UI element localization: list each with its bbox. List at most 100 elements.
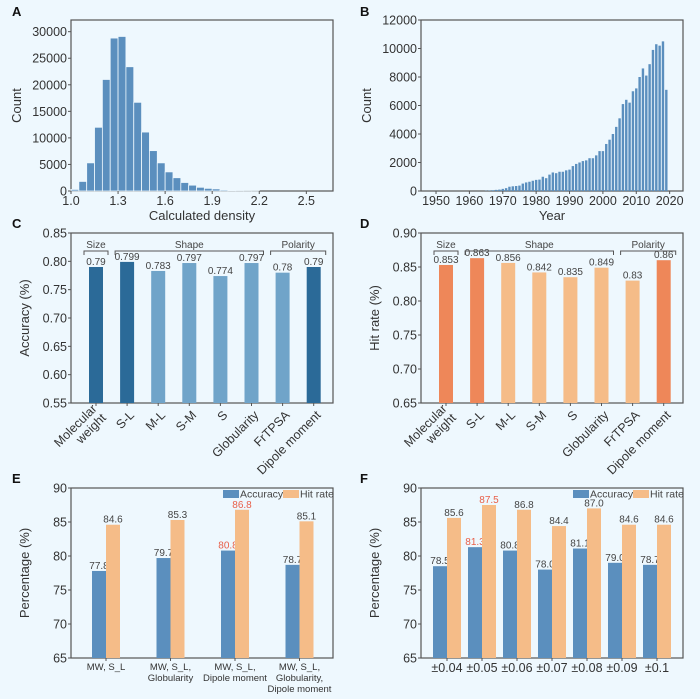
y-tick-label: 4000: [389, 128, 417, 142]
x-tick-label: 2010: [622, 194, 650, 208]
x-tick-label-line: ±0.09: [606, 661, 637, 675]
group-label: Polarity: [281, 240, 314, 251]
histogram-bar: [578, 163, 580, 192]
histogram-bar: [528, 182, 530, 191]
histogram-bar: [525, 182, 527, 191]
histogram-bar: [102, 79, 110, 191]
value-label: 0.799: [115, 252, 140, 263]
y-tick-label: 10000: [382, 42, 417, 56]
bar: [532, 272, 546, 403]
y-axis-label: Percentage (%): [367, 528, 382, 618]
y-tick-label: 0.80: [43, 255, 67, 269]
y-tick-label: 12000: [382, 14, 417, 28]
x-tick-label-line: MW, S_L: [87, 662, 126, 673]
legend-label: Accuracy: [240, 489, 284, 501]
histogram-bar: [638, 77, 640, 191]
histogram-bar: [532, 181, 534, 191]
bar-hit-rate: [300, 521, 314, 658]
histogram-bar: [585, 160, 587, 191]
histogram-bar: [189, 185, 197, 191]
x-tick-label: ±0.08: [571, 661, 602, 675]
y-tick-label: 70: [53, 618, 67, 632]
histogram-bar: [545, 178, 547, 191]
y-tick-label: 0.80: [393, 295, 417, 309]
bar: [501, 263, 515, 403]
histogram-bar: [565, 170, 567, 191]
y-tick-label: 80: [53, 550, 67, 564]
histogram-bar: [165, 172, 173, 191]
x-tick-label: 2000: [589, 194, 617, 208]
x-tick-label-line: M-L: [493, 408, 518, 433]
histogram-bar: [648, 64, 650, 191]
bar-hit-rate: [235, 510, 249, 658]
x-tick-label: M-L: [493, 408, 518, 433]
histogram-bar: [588, 158, 590, 191]
legend-label: Accuracy: [590, 489, 634, 501]
y-tick-label: 0.90: [393, 227, 417, 241]
x-axis-label: Calculated density: [149, 208, 256, 223]
y-tick-label: 0.60: [43, 368, 67, 382]
x-tick-label: MW, S_L: [87, 662, 126, 673]
bar-accuracy: [608, 563, 622, 658]
y-tick-label: 90: [53, 482, 67, 496]
histogram-bar: [220, 190, 228, 191]
histogram-bar: [632, 91, 634, 191]
histogram-bar: [181, 183, 189, 191]
bar-accuracy: [221, 551, 235, 658]
value-label: 0.797: [239, 253, 264, 264]
x-tick-label: 2020: [656, 194, 684, 208]
x-tick-label: 1960: [455, 194, 483, 208]
histogram-bar: [542, 177, 544, 191]
y-tick-label: 80: [403, 550, 417, 564]
histogram-bar: [598, 151, 600, 191]
x-tick-label: ±0.06: [501, 661, 532, 675]
value-label: 0.83: [623, 271, 643, 282]
bar-accuracy: [468, 547, 482, 658]
x-tick-label-line: Dipole moment: [203, 673, 267, 684]
legend-swatch: [573, 490, 589, 498]
x-tick-label-line: S-M: [173, 408, 199, 434]
histogram-bar: [652, 50, 654, 191]
legend-label: Hit rate: [650, 489, 684, 501]
y-tick-label: 85: [403, 516, 417, 530]
bar-hit-rate: [517, 510, 531, 658]
histogram-bar: [518, 186, 520, 191]
histogram-bar: [512, 186, 514, 191]
value-label: 0.835: [558, 267, 583, 278]
x-tick-label-line: MW, S_L,: [150, 662, 191, 673]
histogram-bar: [502, 189, 504, 191]
bar-accuracy: [573, 549, 587, 658]
histogram-bar: [592, 158, 594, 191]
value-label: 86.8: [514, 500, 534, 511]
bar: [657, 260, 671, 403]
x-tick-label: S: [565, 408, 581, 424]
histogram-bar: [126, 67, 134, 191]
bar: [120, 262, 134, 403]
value-label: 0.783: [146, 261, 171, 272]
x-tick-label-line: ±0.07: [536, 661, 567, 675]
value-label: 0.86: [654, 250, 674, 261]
histogram-bar: [495, 190, 497, 191]
panel-label: F: [360, 471, 368, 486]
value-label: 0.79: [304, 257, 324, 268]
group-label: Shape: [525, 240, 554, 251]
value-label: 84.6: [103, 515, 123, 526]
x-tick-label-line: Globularity,: [276, 673, 323, 684]
bar-hit-rate: [622, 525, 636, 658]
x-tick-label-line: Dipole moment: [268, 684, 332, 694]
group-label: Size: [436, 240, 456, 251]
y-tick-label: 30000: [32, 25, 67, 39]
y-axis-label: Count: [359, 88, 374, 123]
plot-frame: [71, 233, 333, 403]
histogram-bar: [658, 46, 660, 191]
x-tick-label: 1.3: [109, 194, 126, 208]
y-axis-label: Count: [9, 88, 24, 123]
value-label: 0.78: [273, 263, 293, 274]
y-tick-label: 25000: [32, 52, 67, 66]
x-tick-label: S-M: [173, 408, 199, 434]
bar-accuracy: [503, 551, 517, 658]
